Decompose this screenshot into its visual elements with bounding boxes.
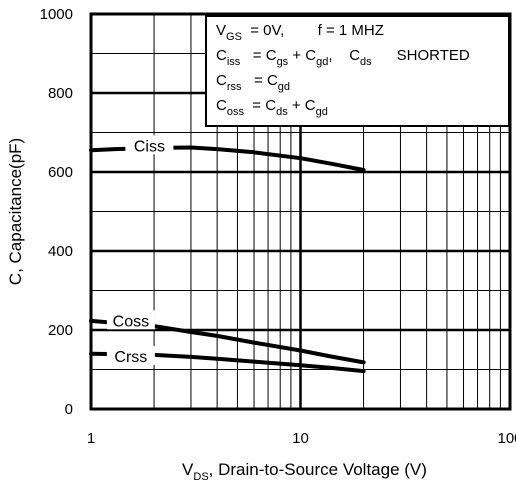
series-label-bg: [125, 135, 174, 155]
x-tick-label: 1: [87, 430, 95, 447]
legend-line: Coss = Cds + Cgd: [216, 97, 328, 118]
legend-line: VGS = 0V, f = 1 MHZ: [216, 22, 384, 43]
y-tick-label: 0: [65, 401, 73, 418]
series-label-bg: [106, 345, 155, 365]
legend-line: Ciss = Cgs + Cgd, Cds SHORTED: [216, 47, 470, 68]
legend-box: VGS = 0V, f = 1 MHZ Ciss = Cgs + Cgd, Cds…: [205, 15, 510, 127]
y-axis-label: C, Capacitance(pF): [6, 138, 25, 285]
x-tick-label: 100: [497, 430, 516, 447]
x-axis-label-sub: DS: [193, 471, 208, 483]
legend-box-frame: [205, 15, 510, 127]
x-tick-labels: 1 10 100: [87, 430, 516, 447]
y-tick-label: 1000: [40, 6, 73, 23]
series-label-bg: [106, 310, 155, 330]
x-axis-label: VDS, Drain-to-Source Voltage (V): [182, 460, 427, 483]
series-lines: [89, 145, 366, 374]
series-label-crss: Crss: [114, 349, 147, 366]
series-label-coss: Coss: [113, 313, 149, 330]
series-label-ciss: Ciss: [134, 138, 165, 155]
y-tick-label: 600: [48, 164, 73, 181]
x-tick-label: 10: [292, 430, 309, 447]
y-tick-labels: 0 200 400 600 800 1000: [40, 6, 73, 418]
x-axis-label-main: V: [182, 460, 194, 479]
y-tick-label: 800: [48, 85, 73, 102]
legend-line: Crss = Cgd: [216, 72, 290, 93]
series-labels: Ciss Coss Crss: [106, 135, 174, 366]
plot-frame: [89, 12, 512, 411]
x-axis-label-rest: , Drain-to-Source Voltage (V): [209, 460, 427, 479]
y-tick-label: 400: [48, 243, 73, 260]
y-tick-label: 200: [48, 322, 73, 339]
